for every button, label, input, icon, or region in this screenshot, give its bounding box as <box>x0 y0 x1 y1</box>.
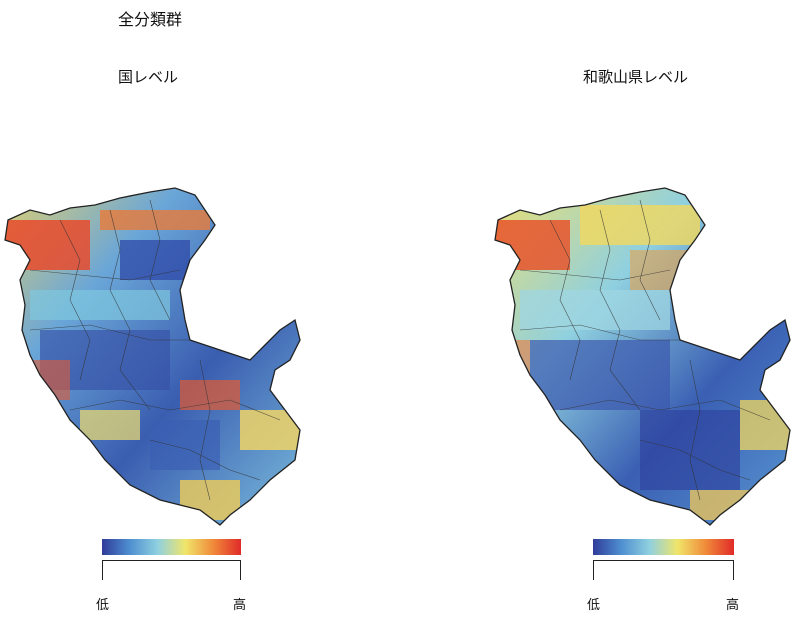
legend-high-label: 高 <box>233 598 247 613</box>
prefecture-outline <box>494 187 791 526</box>
panel-label-wakayama: 和歌山県レベル <box>583 68 689 86</box>
color-scale-bar <box>593 539 734 555</box>
municipal-boundaries <box>29 199 281 501</box>
prefecture-outline <box>4 187 301 526</box>
figure-title: 全分類群 <box>118 10 183 29</box>
legend-low-label: 低 <box>587 598 601 613</box>
panel-label-national: 国レベル <box>118 68 179 86</box>
map-national <box>4 187 301 526</box>
color-scale-bar <box>102 539 241 555</box>
legend-bracket <box>102 560 241 580</box>
municipal-boundaries <box>519 199 771 501</box>
legend-low-label: 低 <box>96 598 110 613</box>
legend-bracket <box>593 560 734 580</box>
map-wakayama <box>494 187 791 526</box>
legend-high-label: 高 <box>726 598 740 613</box>
